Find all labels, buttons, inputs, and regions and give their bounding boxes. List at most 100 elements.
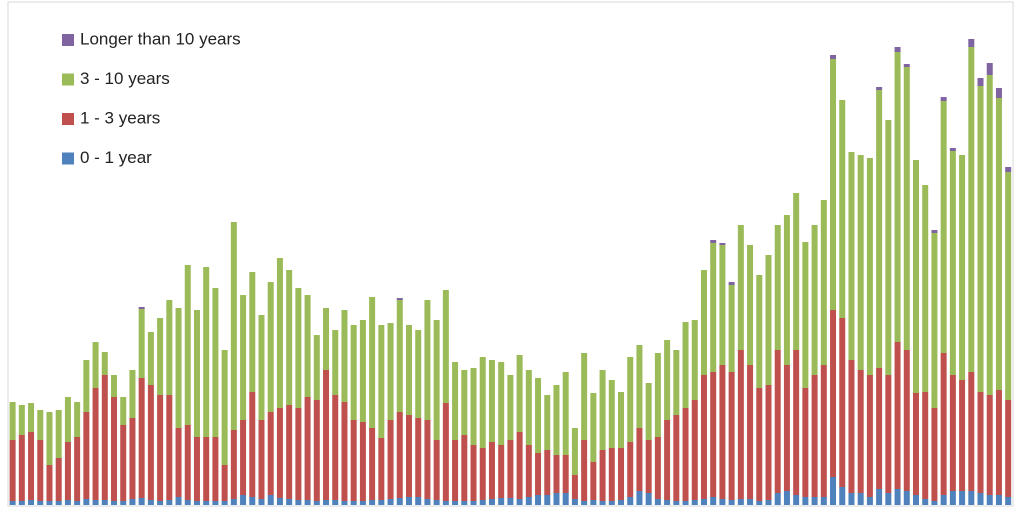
bar-segment <box>866 158 873 375</box>
bar-segment <box>46 465 53 501</box>
bar-segment <box>359 501 366 505</box>
bar-segment <box>544 395 551 450</box>
bar-segment <box>350 325 357 420</box>
bar-segment <box>9 440 16 501</box>
bar-segment <box>101 352 108 375</box>
bar-segment <box>719 499 726 505</box>
bar-segment <box>175 308 182 428</box>
bar-segment <box>286 405 293 499</box>
bar-segment <box>184 500 191 505</box>
bar-segment <box>931 233 938 408</box>
bar-segment <box>866 497 873 505</box>
bar-segment <box>166 500 173 505</box>
bar-segment <box>470 368 477 445</box>
bar-segment <box>396 498 403 505</box>
bar-segment <box>995 495 1002 505</box>
bar-segment <box>37 501 44 505</box>
legend-label: 0 - 1 year <box>80 148 152 167</box>
bar-segment <box>525 497 532 505</box>
bar-segment <box>977 493 984 505</box>
bar-segment <box>756 388 763 501</box>
bar-segment <box>728 282 735 285</box>
bar-segment <box>304 397 311 500</box>
bar-segment <box>258 420 265 499</box>
bar-segment <box>323 308 330 370</box>
bar-segment <box>295 500 302 505</box>
bar-segment <box>820 365 827 497</box>
bar-segment <box>221 465 228 501</box>
bar-segment <box>830 59 837 310</box>
bar-segment <box>470 445 477 501</box>
bar-segment <box>378 325 385 438</box>
bar-segment <box>323 500 330 505</box>
bar-segment <box>120 425 127 501</box>
bar-segment <box>507 440 514 498</box>
bar-segment <box>92 342 99 388</box>
bar-segment <box>258 315 265 420</box>
bar-segment <box>166 300 173 395</box>
bar-segment <box>433 500 440 505</box>
bar-segment <box>728 285 735 372</box>
bar-segment <box>968 47 975 372</box>
bar-segment <box>673 415 680 501</box>
bar-segment <box>737 499 744 505</box>
bar-segment <box>562 455 569 493</box>
bar-segment <box>774 225 781 350</box>
bar-segment <box>682 322 689 408</box>
bar-segment <box>995 390 1002 495</box>
bar-segment <box>120 397 127 425</box>
bar-segment <box>608 380 615 448</box>
bar-segment <box>839 318 846 487</box>
bar-segment <box>74 501 81 505</box>
bar-segment <box>267 495 274 505</box>
bar-segment <box>986 75 993 395</box>
legend-label: Longer than 10 years <box>80 29 241 48</box>
bar-segment <box>710 243 717 372</box>
bar-segment <box>276 408 283 498</box>
bar-segment <box>212 501 219 505</box>
bar-segment <box>507 498 514 505</box>
bar-segment <box>645 493 652 505</box>
bar-segment <box>359 422 366 501</box>
bar-segment <box>903 491 910 505</box>
bar-segment <box>590 462 597 500</box>
bar-segment <box>830 310 837 477</box>
bar-segment <box>221 501 228 505</box>
bar-segment <box>544 450 551 495</box>
bar-segment <box>783 491 790 505</box>
bar-segment <box>820 200 827 365</box>
bar-segment <box>636 345 643 428</box>
bar-segment <box>986 63 993 75</box>
bar-segment <box>986 395 993 495</box>
bar-segment <box>691 400 698 500</box>
bar-segment <box>221 350 228 465</box>
bar-segment <box>774 350 781 493</box>
bar-segment <box>885 493 892 505</box>
bar-segment <box>304 500 311 505</box>
bar-segment <box>682 408 689 501</box>
bar-segment <box>516 499 523 505</box>
bar-segment <box>885 120 892 375</box>
bar-segment <box>562 372 569 455</box>
bar-segment <box>710 240 717 243</box>
bar-segment <box>203 267 210 437</box>
bar-segment <box>931 408 938 501</box>
bar-segment <box>498 362 505 445</box>
bar-segment <box>64 442 71 500</box>
bar-segment <box>193 501 200 505</box>
bar-segment <box>258 499 265 505</box>
bar-segment <box>37 440 44 501</box>
bar-segment <box>959 380 966 491</box>
bar-segment <box>876 90 883 368</box>
bar-segment <box>590 393 597 462</box>
bar-segment <box>138 378 145 498</box>
bar-segment <box>405 497 412 505</box>
bar-segment <box>230 430 237 499</box>
bar-segment <box>848 493 855 505</box>
bar-segment <box>857 155 864 370</box>
bar-segment <box>912 393 919 495</box>
bar-segment <box>839 100 846 318</box>
bar-segment <box>977 86 984 392</box>
bar-segment <box>691 320 698 400</box>
bar-segment <box>488 360 495 442</box>
